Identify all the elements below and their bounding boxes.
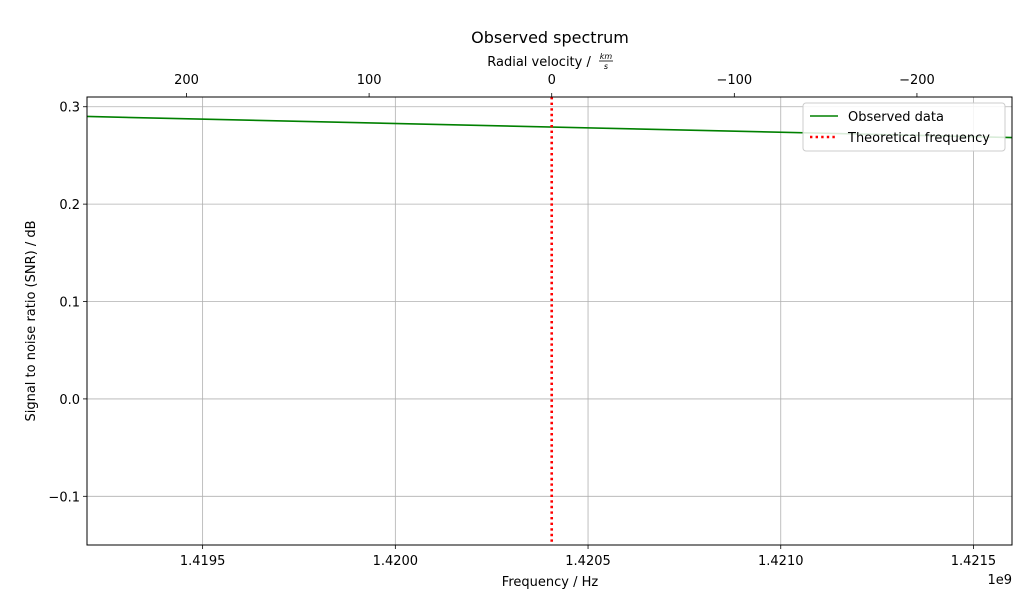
top-axis-ticks: 200 100 0 −100 −200	[174, 73, 935, 97]
x-tick-label: 1.4195	[180, 554, 226, 569]
y-axis-label: Signal to noise ratio (SNR) / dB	[24, 220, 39, 421]
top-tick-label: 0	[548, 73, 556, 88]
legend-label-theoretical-frequency: Theoretical frequency	[847, 131, 990, 146]
x-tick-label: 1.4200	[373, 554, 419, 569]
y-tick-label: −0.1	[48, 490, 80, 505]
x-axis-offset-text: 1e9	[987, 573, 1012, 588]
y-tick-label: 0.1	[59, 296, 80, 311]
top-axis-label-denominator: s	[604, 62, 608, 71]
x-tick-label: 1.4205	[565, 554, 611, 569]
top-tick-label: 100	[357, 73, 382, 88]
y-axis-ticks: −0.1 0.0 0.1 0.2 0.3	[48, 101, 87, 505]
legend-box	[802, 102, 1006, 152]
top-tick-label: −200	[899, 73, 935, 88]
x-axis-label: Frequency / Hz	[502, 575, 599, 590]
y-tick-label: 0.2	[59, 198, 80, 213]
chart-title: Observed spectrum	[471, 28, 629, 47]
legend: Observed data Theoretical frequency	[802, 102, 1006, 152]
top-axis-label-text: Radial velocity /	[487, 55, 595, 70]
top-axis-label-numerator: km	[600, 52, 613, 61]
x-tick-label: 1.4210	[758, 554, 804, 569]
y-tick-label: 0.3	[59, 101, 80, 116]
x-tick-label: 1.4215	[951, 554, 997, 569]
plot-frame	[86, 96, 1013, 546]
top-tick-label: −100	[716, 73, 752, 88]
y-tick-label: 0.0	[59, 393, 80, 408]
x-axis-ticks: 1.4195 1.4200 1.4205 1.4210 1.4215	[180, 545, 996, 569]
legend-label-observed-data: Observed data	[848, 110, 944, 125]
top-tick-label: 200	[174, 73, 199, 88]
top-axis-label: Radial velocity / km s	[487, 52, 613, 71]
